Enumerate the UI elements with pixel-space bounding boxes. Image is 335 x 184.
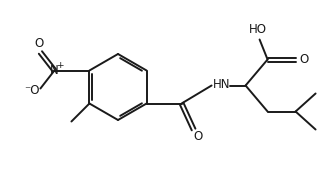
Text: O: O — [35, 37, 44, 50]
Text: HN: HN — [213, 78, 230, 91]
Text: O: O — [299, 53, 308, 66]
Text: O: O — [193, 130, 202, 143]
Text: HO: HO — [249, 23, 267, 36]
Text: ⁻O: ⁻O — [25, 84, 40, 97]
Text: N: N — [50, 64, 59, 77]
Text: +: + — [56, 61, 64, 70]
